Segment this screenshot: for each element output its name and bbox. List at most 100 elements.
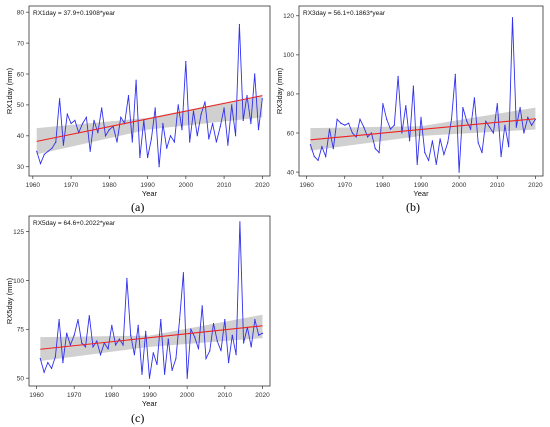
data-point <box>85 116 87 118</box>
data-point <box>39 358 41 360</box>
data-point <box>235 135 237 137</box>
data-point <box>409 140 411 142</box>
data-point <box>54 356 57 358</box>
data-point <box>257 129 260 131</box>
y-axis-label: RX5day (mm) <box>5 277 14 324</box>
data-point <box>504 124 506 126</box>
data-point <box>254 73 256 75</box>
x-tick-label: 1970 <box>67 392 82 399</box>
x-axis-label: Year <box>142 189 158 198</box>
data-point <box>227 144 229 146</box>
data-point <box>239 221 241 223</box>
rx5day-chart: 1960 1970 1980 1990 2000 2010 2020 50 75 100 125 Ye… <box>5 215 271 408</box>
data-point <box>118 338 120 340</box>
data-point <box>74 119 76 121</box>
y-tick-label: 40 <box>287 169 295 176</box>
data-point <box>115 344 117 346</box>
x-tick-label: 1990 <box>142 392 157 399</box>
regression-equation: RX5day = 64.6+0.2022*year <box>33 220 116 227</box>
data-point <box>515 126 517 128</box>
data-point <box>145 330 147 332</box>
data-point <box>150 138 152 140</box>
data-point <box>397 75 399 77</box>
caption-b: (b) <box>406 200 420 214</box>
data-point <box>393 124 395 126</box>
y-tick-label: 120 <box>283 13 294 20</box>
rx1day-chart: 1960 1970 1980 1990 2000 2010 2020 30 40 50 60 70 80… <box>5 5 271 198</box>
data-point <box>181 129 183 131</box>
data-point <box>523 132 525 134</box>
panel-rx3day: 1960 1970 1980 1990 2000 2010 2020 40 60 80 100 120… <box>275 0 550 205</box>
data-point <box>443 153 445 156</box>
data-point <box>182 272 184 274</box>
data-point <box>250 122 252 125</box>
data-point <box>70 122 72 125</box>
data-point <box>194 336 196 338</box>
y-tick-label: 50 <box>17 375 25 382</box>
x-tick-label: 1960 <box>299 182 314 189</box>
data-point <box>450 118 453 120</box>
data-point <box>104 135 107 137</box>
data-point <box>235 354 237 356</box>
data-point <box>201 305 203 307</box>
data-point <box>93 119 95 121</box>
regression-equation: RX3day = 56.1+0.1863*year <box>303 10 386 17</box>
data-point <box>412 85 414 87</box>
y-tick-label: 40 <box>17 133 25 140</box>
data-point <box>378 152 380 154</box>
data-point <box>130 334 132 336</box>
data-point <box>47 150 49 152</box>
data-point <box>389 128 392 130</box>
data-point <box>348 122 350 124</box>
data-point <box>309 144 311 146</box>
data-point <box>179 319 181 321</box>
data-point <box>374 148 376 150</box>
x-tick-label: 1960 <box>26 182 41 189</box>
confidence-band <box>36 95 263 155</box>
data-point <box>84 346 87 348</box>
data-point <box>212 322 215 325</box>
data-point <box>108 129 110 131</box>
data-point <box>39 163 42 165</box>
data-point <box>59 98 61 100</box>
data-point <box>355 136 357 138</box>
y-tick-label: 70 <box>17 40 25 47</box>
x-tick-label: 1970 <box>338 182 353 189</box>
data-point <box>101 107 103 109</box>
caption-a: (a) <box>131 200 145 214</box>
data-point <box>473 97 475 99</box>
y-tick-label: 50 <box>17 102 25 109</box>
data-point <box>148 377 151 379</box>
data-point <box>152 352 154 354</box>
data-point <box>167 338 169 340</box>
data-point <box>81 342 83 344</box>
y-tick-label: 60 <box>287 130 295 137</box>
data-point <box>62 362 64 364</box>
caption-c: (c) <box>131 411 145 425</box>
data-point <box>367 136 369 138</box>
series-line <box>39 221 263 379</box>
data-point <box>508 146 510 148</box>
data-point <box>228 362 230 364</box>
data-point <box>231 104 233 106</box>
data-point <box>171 369 173 371</box>
data-point <box>43 153 45 155</box>
data-point <box>223 107 225 109</box>
trend-line <box>310 118 536 141</box>
y-tick-label: 60 <box>17 71 25 78</box>
data-point <box>439 138 441 140</box>
x-tick-label: 1980 <box>102 182 117 189</box>
data-point <box>466 120 468 122</box>
data-point <box>470 128 472 130</box>
data-point <box>205 358 207 360</box>
data-point <box>481 152 483 154</box>
data-point <box>212 122 214 125</box>
x-tick-label: 1970 <box>64 182 79 189</box>
data-point <box>96 340 98 342</box>
x-tick-label: 2020 <box>528 182 543 189</box>
regression-equation: RX1day = 37.9+0.1908*year <box>33 10 116 17</box>
data-point <box>133 354 135 356</box>
data-point <box>141 373 143 375</box>
data-point <box>500 155 502 158</box>
y-tick-label: 80 <box>17 9 25 16</box>
